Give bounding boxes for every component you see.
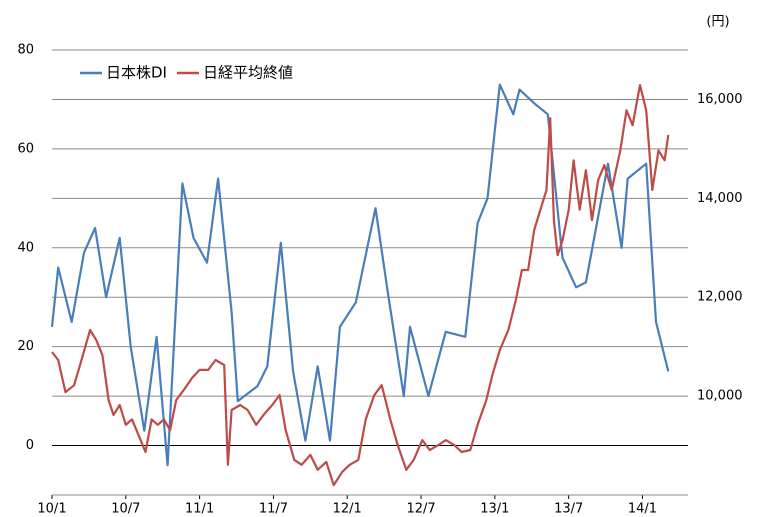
x-tick-label: 12/7 xyxy=(406,502,435,517)
y-tick-label: 80 xyxy=(17,43,34,58)
x-tick-label: 12/1 xyxy=(333,502,362,517)
x-tick-label: 11/7 xyxy=(259,502,288,517)
y-tick-label: 60 xyxy=(17,141,34,156)
x-tick-label: 11/1 xyxy=(185,502,214,517)
x-tick-label: 13/1 xyxy=(480,502,509,517)
x-tick-label: 10/1 xyxy=(37,502,66,517)
y-tick-label: 20 xyxy=(17,339,34,354)
x-tick-label: 10/7 xyxy=(111,502,140,517)
y2-tick-label: 10,000 xyxy=(697,389,743,404)
y-tick-label: 40 xyxy=(17,240,34,255)
y2-axis-label: (円) xyxy=(706,15,729,30)
x-tick-label: 13/7 xyxy=(554,502,583,517)
y-tick-label: 0 xyxy=(26,438,34,453)
x-tick-label: 14/1 xyxy=(628,502,657,517)
y2-tick-label: 16,000 xyxy=(697,92,743,107)
y2-tick-label: 12,000 xyxy=(697,290,743,305)
series-line xyxy=(50,83,670,467)
y2-tick-label: 14,000 xyxy=(697,191,743,206)
legend-label: 日経平均終値 xyxy=(203,64,293,82)
series-line xyxy=(51,84,670,487)
legend-label: 日本株DI xyxy=(106,64,167,82)
